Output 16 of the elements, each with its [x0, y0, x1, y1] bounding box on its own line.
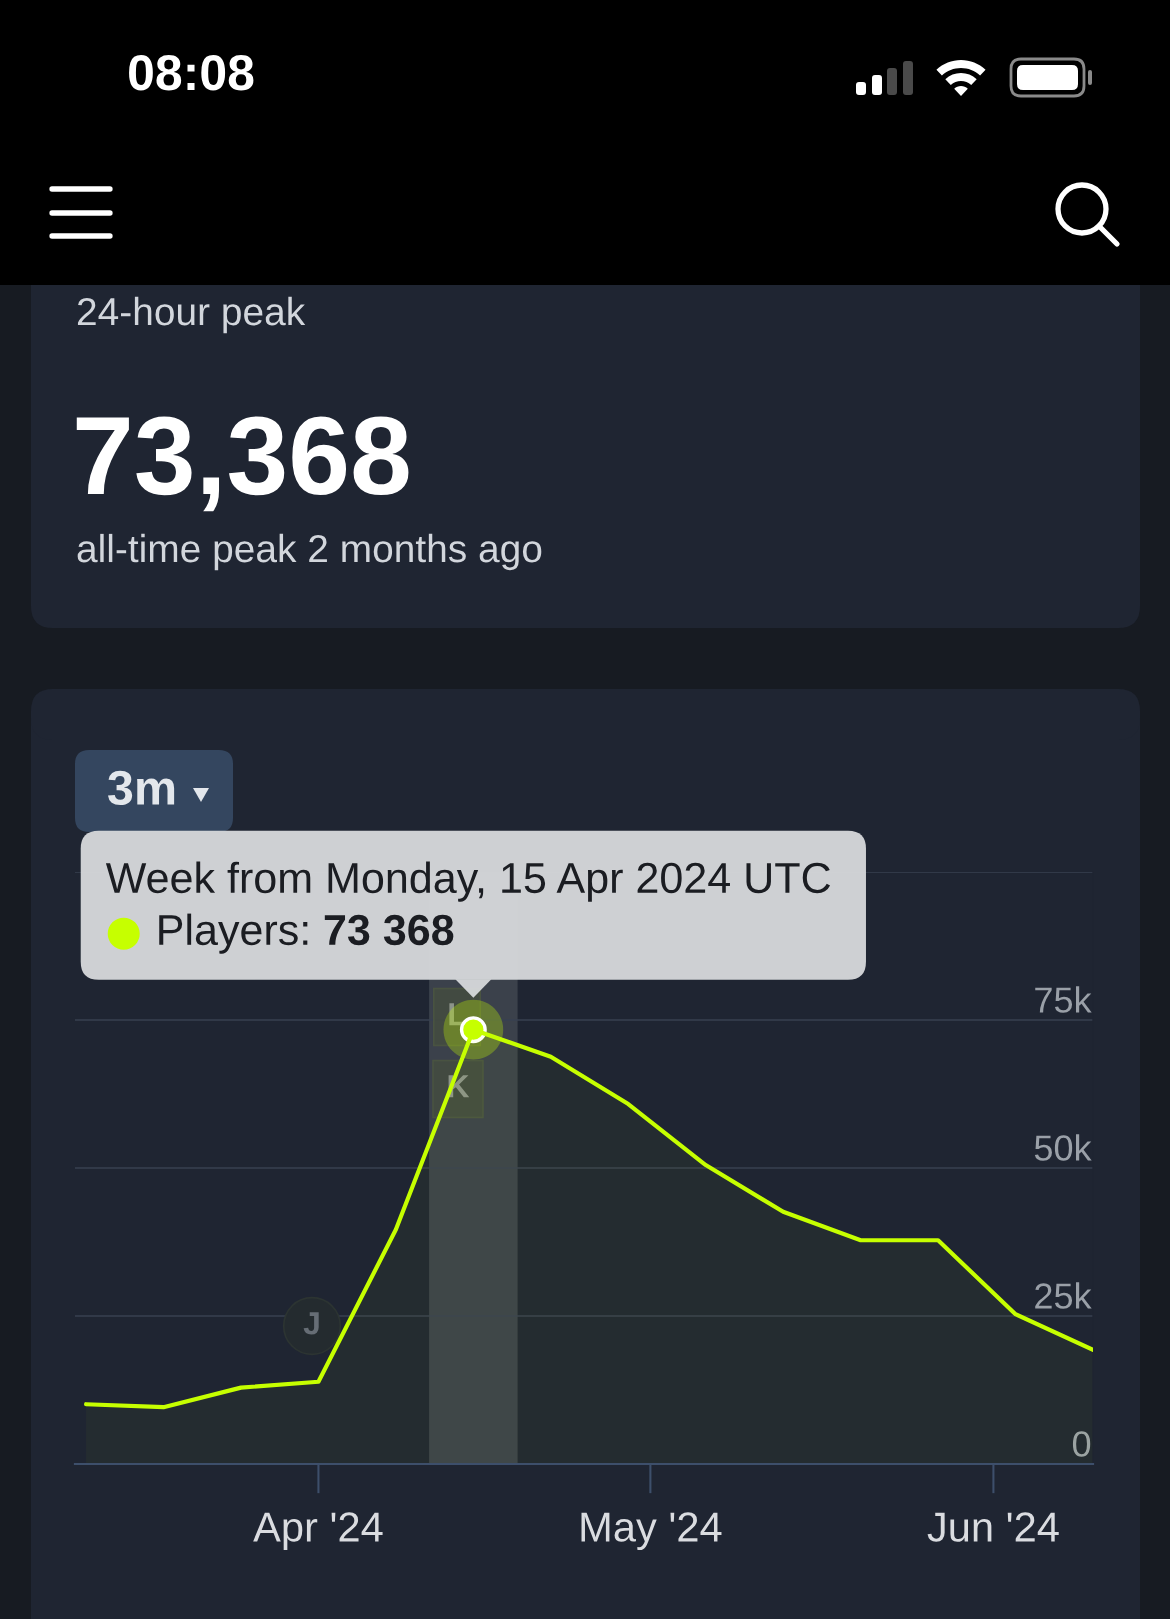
legend-label: Players: — [159, 913, 308, 954]
annotation: Week from Monday, 15 Apr 2024 UTC — [105, 861, 831, 902]
y-tick-label: 0 — [1072, 1431, 1091, 1457]
text: all-time peak 2 months ago — [77, 533, 542, 571]
y-tick-label: 75k — [1035, 986, 1092, 1013]
y-tick-label: 50k — [1034, 1134, 1092, 1161]
annotation: J — [303, 1312, 319, 1335]
x-tick-label: May '24 — [581, 1512, 722, 1551]
y-tick-label: 25k — [1035, 1282, 1092, 1309]
x-tick-label: Apr '24 — [253, 1512, 383, 1551]
data-label: 73 368 — [324, 914, 454, 946]
text: 3m — [107, 770, 175, 806]
text: 24-hour peak — [77, 296, 306, 334]
text: 08:08 — [129, 55, 254, 91]
x-tick-label: Jun '24 — [927, 1512, 1059, 1542]
text: 73,368 — [76, 416, 409, 512]
